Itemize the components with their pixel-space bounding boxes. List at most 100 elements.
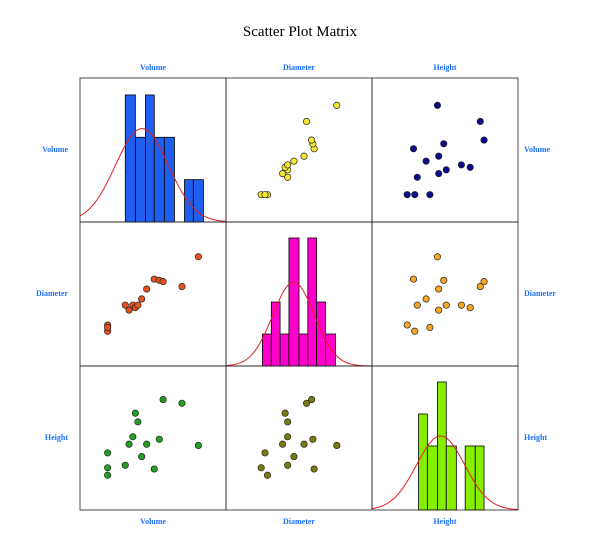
point [308,136,316,144]
right-label: Volume [524,145,550,154]
point [333,101,341,109]
point [457,301,465,309]
point [178,283,186,291]
point [281,409,289,417]
panel-border [79,365,227,511]
point [435,306,443,314]
point [309,435,317,443]
point [159,396,167,404]
point [104,449,112,457]
point [290,157,298,165]
point [480,136,488,144]
left-label: Height [45,433,68,442]
point [194,441,202,449]
histogram-bar [153,136,165,223]
point [150,465,158,473]
point [121,461,129,469]
histogram-bar [474,445,485,511]
top-label: Diameter [283,63,315,72]
point [413,173,421,181]
point [413,301,421,309]
point [159,278,167,286]
histogram-bar [270,301,281,367]
density-curve [79,128,227,222]
histogram-bar [192,179,204,223]
point [104,323,112,332]
histogram-bar [418,413,428,511]
point [466,163,474,171]
panel-border [371,365,519,511]
point [279,440,287,448]
chart-title: Scatter Plot Matrix [243,24,358,40]
point [435,152,443,160]
point [194,253,202,261]
histogram-bar [426,445,438,511]
point [442,301,450,309]
bottom-label: Volume [140,517,166,526]
point [422,157,430,165]
point [263,471,272,479]
point [284,418,292,426]
point [138,295,146,303]
point [134,418,142,426]
point [300,152,308,160]
point [403,191,411,199]
point [261,449,269,457]
histogram-bar [262,333,272,367]
point [300,440,308,448]
point [143,440,151,448]
point [303,117,311,126]
panel-border [371,77,519,223]
point [131,409,139,417]
histogram-bar [145,94,155,223]
top-label: Volume [140,63,166,72]
point [466,304,474,312]
point [476,283,484,291]
right-label: Height [524,433,547,442]
point [104,464,112,472]
point [125,306,133,314]
point [409,145,418,153]
point [476,117,484,126]
point [308,396,316,404]
point [426,191,434,199]
point [129,433,137,441]
point [333,441,341,449]
point [457,161,465,169]
histogram-bar [445,445,457,511]
left-label: Volume [42,145,68,154]
point [440,140,448,148]
histogram-bar [325,333,336,367]
histogram-bar [316,301,326,367]
point [290,453,298,461]
point [433,253,441,261]
histogram-bar [288,237,300,367]
point [310,465,318,473]
top-label: Height [433,63,456,72]
density-curve [371,435,518,510]
point [284,161,292,169]
density-curve [225,281,372,367]
point [480,278,488,286]
point [403,321,411,329]
panel-border [79,221,227,367]
point [261,191,269,199]
point [409,275,418,283]
left-label: Diameter [36,289,68,298]
panel-border [371,221,519,367]
bottom-label: Diameter [283,517,315,526]
point [155,435,163,443]
point [435,285,443,293]
point [411,327,419,335]
histogram-bar [298,333,309,367]
point [440,276,448,284]
point [433,101,441,109]
point [426,323,434,332]
point [284,433,292,441]
point [435,170,443,178]
point [422,295,430,303]
point [284,173,292,181]
point [303,399,311,407]
point [125,440,133,448]
point [442,166,450,174]
